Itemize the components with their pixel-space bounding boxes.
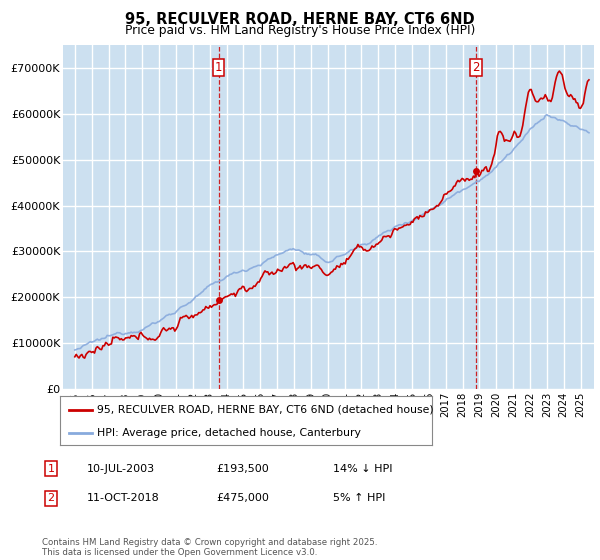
Text: 11-OCT-2018: 11-OCT-2018 xyxy=(87,493,160,503)
Text: £475,000: £475,000 xyxy=(216,493,269,503)
Text: £193,500: £193,500 xyxy=(216,464,269,474)
Text: 95, RECULVER ROAD, HERNE BAY, CT6 6ND: 95, RECULVER ROAD, HERNE BAY, CT6 6ND xyxy=(125,12,475,27)
Text: Price paid vs. HM Land Registry's House Price Index (HPI): Price paid vs. HM Land Registry's House … xyxy=(125,24,475,37)
Text: 5% ↑ HPI: 5% ↑ HPI xyxy=(333,493,385,503)
Text: 95, RECULVER ROAD, HERNE BAY, CT6 6ND (detached house): 95, RECULVER ROAD, HERNE BAY, CT6 6ND (d… xyxy=(97,405,434,415)
Text: 10-JUL-2003: 10-JUL-2003 xyxy=(87,464,155,474)
Text: Contains HM Land Registry data © Crown copyright and database right 2025.
This d: Contains HM Land Registry data © Crown c… xyxy=(42,538,377,557)
Text: 2: 2 xyxy=(472,61,479,74)
Text: 1: 1 xyxy=(215,61,223,74)
Text: 2: 2 xyxy=(47,493,55,503)
Text: 14% ↓ HPI: 14% ↓ HPI xyxy=(333,464,392,474)
Text: 1: 1 xyxy=(47,464,55,474)
Text: HPI: Average price, detached house, Canterbury: HPI: Average price, detached house, Cant… xyxy=(97,428,361,438)
